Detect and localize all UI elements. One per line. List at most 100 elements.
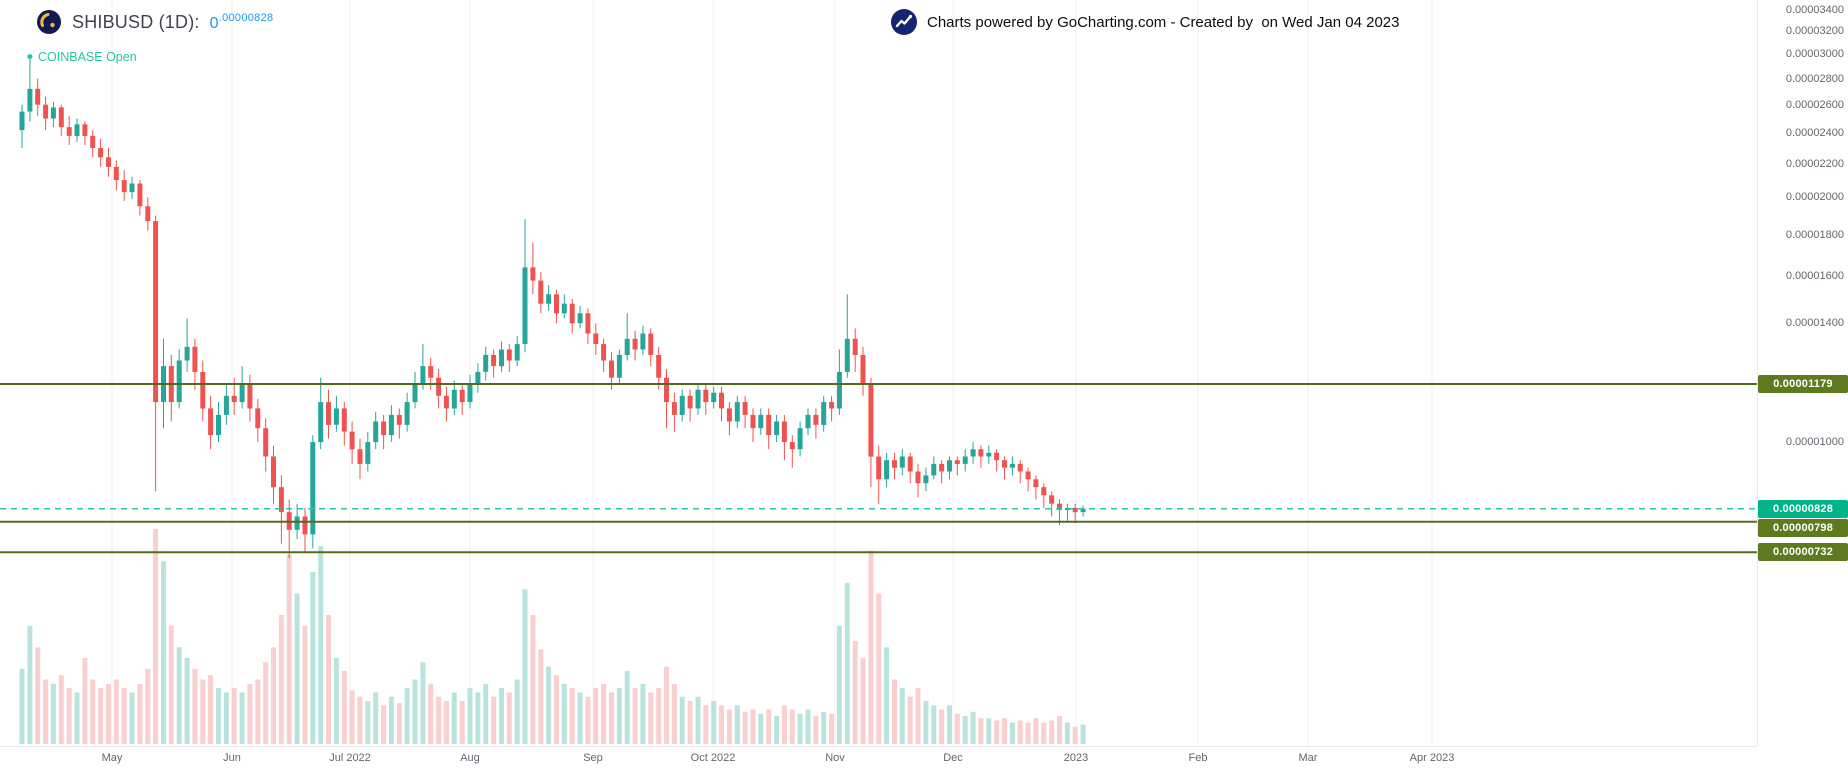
candle-body [420, 366, 426, 384]
volume-bar [82, 658, 88, 744]
volume-bar [1033, 718, 1039, 744]
volume-bar [200, 679, 206, 744]
candle-body [58, 107, 64, 128]
volume-bar [483, 683, 489, 744]
volume-bar [74, 692, 80, 744]
candle-body [98, 148, 104, 158]
candle-body [978, 449, 984, 457]
candle-body [719, 392, 724, 409]
volume-bar [758, 713, 764, 744]
candle-body [1025, 471, 1031, 480]
volume-bar [774, 716, 780, 744]
session-open-marker-dot [27, 54, 33, 60]
candle-body [750, 414, 756, 429]
volume-bar [1049, 720, 1055, 744]
volume-bar [98, 688, 104, 744]
volume-bar [326, 615, 331, 744]
volume-bar [168, 625, 174, 745]
price-level-badge[interactable]: 0.00000732 [1758, 543, 1848, 561]
last-price-leading: 0 [209, 14, 219, 32]
volume-bar [412, 679, 418, 744]
candle-body [294, 516, 300, 530]
current-price-badge[interactable]: 0.00000828 [1758, 500, 1848, 518]
y-axis-tick: 0.00002800 [1785, 73, 1844, 85]
volume-bar [726, 709, 732, 744]
volume-bar [892, 679, 897, 744]
volume-bar [27, 625, 33, 745]
volume-bar [153, 529, 159, 744]
volume-bar [381, 705, 387, 744]
x-axis-label: May [101, 752, 123, 764]
volume-bar [373, 692, 379, 744]
candle-body [223, 395, 229, 415]
candle-body [797, 428, 803, 450]
candle-body [467, 383, 473, 403]
candle-body [836, 371, 842, 409]
volume-bar [624, 670, 630, 744]
candle-body [601, 344, 607, 361]
candle-body [829, 402, 835, 409]
symbol-title[interactable]: SHIBUSD (1D): [72, 11, 200, 32]
candle-body [1049, 495, 1055, 504]
volume-bar [357, 696, 363, 744]
candle-body [538, 280, 544, 304]
y-axis[interactable]: 0.00003400 0.00003200 0.00003000 0.00002800… [1757, 0, 1848, 746]
candlestick-series[interactable] [19, 58, 1086, 559]
volume-bar [436, 696, 442, 744]
price-level-badge[interactable]: 0.00000798 [1758, 519, 1848, 537]
candle-body [554, 294, 559, 314]
volume-bar [962, 716, 968, 744]
candle-body [176, 360, 182, 403]
candle-body [632, 338, 638, 350]
support-level-lines[interactable] [0, 383, 1757, 554]
volume-bar [640, 683, 646, 744]
candle-body [774, 421, 780, 436]
candle-body [781, 421, 787, 443]
volume-bar [137, 683, 143, 744]
volume-bar [341, 670, 347, 744]
price-level-badge[interactable]: 0.00001179 [1758, 375, 1848, 393]
candle-body [278, 487, 284, 513]
volume-bar [797, 713, 803, 744]
candle-body [954, 460, 960, 464]
gocharting-logo-icon [890, 8, 918, 36]
candle-body [231, 395, 237, 402]
candle-body [396, 414, 402, 425]
candle-body [821, 402, 827, 425]
volume-bar [671, 683, 677, 744]
volume-bar [121, 688, 127, 744]
y-axis-tick: 0.00001400 [1785, 317, 1844, 329]
last-price-decimals: .00000828 [218, 11, 274, 24]
candle-body [703, 389, 709, 403]
candle-body [373, 421, 379, 443]
candle-body [522, 267, 528, 344]
volume-bar [50, 683, 56, 744]
volume-bar [522, 589, 528, 744]
x-axis[interactable]: May Jun Jul 2022 Aug Sep Oct 2022 Nov Dec 2023 Fe… [0, 746, 1757, 771]
volume-bar [1064, 722, 1070, 744]
y-axis-tick: 0.00003400 [1785, 4, 1844, 16]
y-axis-tick: 0.00003000 [1785, 48, 1844, 60]
candle-body [1002, 460, 1007, 468]
candle-body [412, 383, 418, 403]
candle-body [459, 389, 465, 403]
candle-body [679, 395, 685, 415]
volume-bar [970, 711, 976, 745]
candle-body [813, 414, 819, 425]
volume-bar [404, 688, 410, 744]
y-axis-tick: 0.00002600 [1785, 99, 1844, 111]
candle-body [271, 456, 276, 488]
candle-body [687, 395, 693, 409]
volume-bar [161, 561, 166, 745]
candle-body [742, 402, 748, 415]
volume-bar [35, 647, 41, 745]
volume-bar [491, 696, 497, 744]
volume-bar [868, 550, 874, 744]
volume-bar [278, 615, 284, 744]
volume-bar [915, 688, 921, 744]
attribution: Charts powered by GoCharting.com - Creat… [890, 8, 1399, 36]
candle-body [923, 475, 929, 484]
x-axis-label: Jun [223, 752, 241, 764]
candlestick-chart[interactable] [0, 0, 1757, 746]
candle-body [624, 338, 630, 355]
